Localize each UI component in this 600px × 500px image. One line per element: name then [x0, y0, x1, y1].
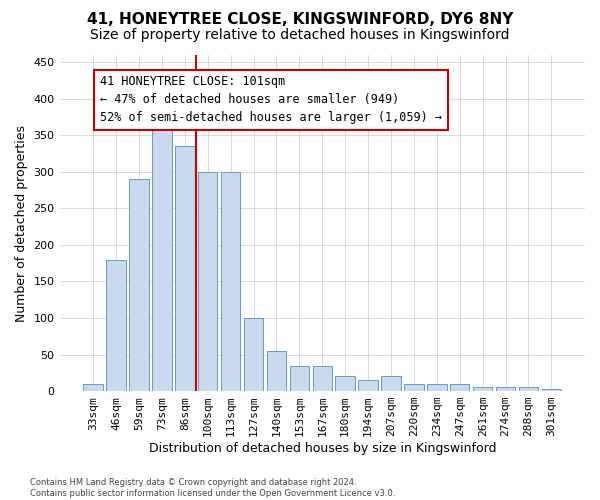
Bar: [175, 146, 194, 391]
Bar: [381, 376, 401, 391]
Y-axis label: Number of detached properties: Number of detached properties: [15, 124, 28, 322]
Text: 41, HONEYTREE CLOSE, KINGSWINFORD, DY6 8NY: 41, HONEYTREE CLOSE, KINGSWINFORD, DY6 8…: [87, 12, 513, 28]
Bar: [473, 388, 493, 391]
Bar: [519, 388, 538, 391]
Bar: [450, 384, 469, 391]
Bar: [221, 172, 241, 391]
Text: Contains HM Land Registry data © Crown copyright and database right 2024.
Contai: Contains HM Land Registry data © Crown c…: [30, 478, 395, 498]
Bar: [129, 179, 149, 391]
Bar: [335, 376, 355, 391]
Bar: [198, 172, 217, 391]
Text: Size of property relative to detached houses in Kingswinford: Size of property relative to detached ho…: [90, 28, 510, 42]
Bar: [358, 380, 378, 391]
Bar: [496, 388, 515, 391]
Bar: [290, 366, 309, 391]
Bar: [427, 384, 446, 391]
Text: 41 HONEYTREE CLOSE: 101sqm
← 47% of detached houses are smaller (949)
52% of sem: 41 HONEYTREE CLOSE: 101sqm ← 47% of deta…: [100, 76, 442, 124]
Bar: [267, 351, 286, 391]
Bar: [83, 384, 103, 391]
Bar: [313, 366, 332, 391]
X-axis label: Distribution of detached houses by size in Kingswinford: Distribution of detached houses by size …: [149, 442, 496, 455]
Bar: [542, 389, 561, 391]
Bar: [106, 260, 126, 391]
Bar: [244, 318, 263, 391]
Bar: [404, 384, 424, 391]
Bar: [152, 124, 172, 391]
